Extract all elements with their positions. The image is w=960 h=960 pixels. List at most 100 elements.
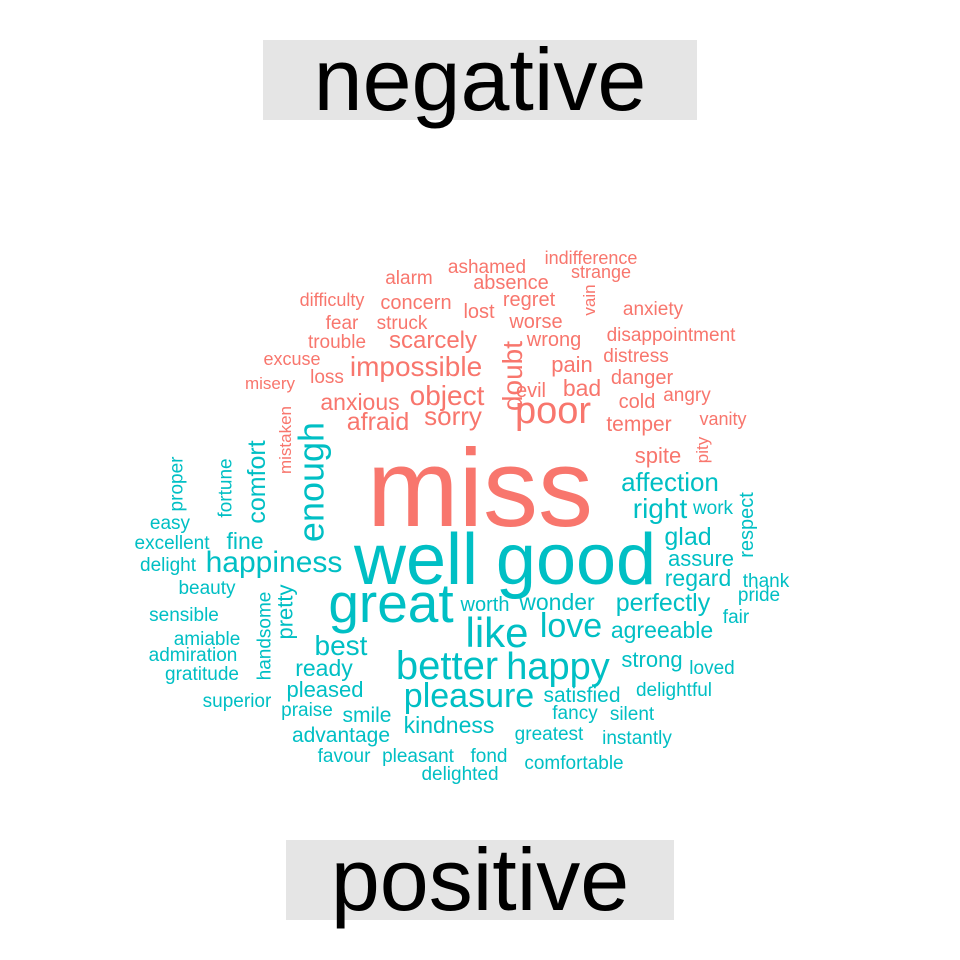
word-negative-16: danger bbox=[611, 367, 674, 389]
word-negative-22: distress bbox=[603, 346, 668, 367]
word-positive-50: happiness bbox=[206, 546, 343, 579]
word-positive-55: comfort bbox=[243, 440, 271, 523]
word-negative-35: strange bbox=[571, 262, 631, 282]
word-negative-7: scarcely bbox=[389, 327, 477, 354]
word-positive-60: regard bbox=[665, 565, 731, 591]
word-negative-11: spite bbox=[635, 443, 681, 468]
word-negative-4: object bbox=[410, 380, 485, 411]
word-positive-90: easy bbox=[150, 513, 191, 534]
word-negative-15: cold bbox=[619, 391, 656, 413]
word-negative-21: absence bbox=[473, 272, 549, 294]
word-negative-23: disappointment bbox=[607, 325, 737, 346]
word-negative-2: impossible bbox=[350, 351, 482, 382]
negative-label-text: negative bbox=[313, 30, 647, 129]
word-negative-8: anxious bbox=[320, 389, 399, 415]
word-positive-73: fancy bbox=[552, 703, 598, 724]
word-positive-65: assure bbox=[668, 546, 734, 571]
word-negative-25: angry bbox=[663, 385, 711, 406]
word-positive-58: agreeable bbox=[611, 617, 713, 643]
word-positive-70: worth bbox=[460, 594, 510, 616]
word-positive-51: right bbox=[633, 493, 688, 524]
positive-label: positive bbox=[286, 836, 674, 924]
word-negative-20: concern bbox=[380, 292, 451, 314]
word-negative-34: vanity bbox=[699, 409, 746, 429]
word-positive-83: thank bbox=[743, 571, 790, 592]
word-negative-31: alarm bbox=[385, 268, 433, 289]
negative-label: negative bbox=[263, 36, 697, 124]
word-negative-17: worse bbox=[508, 311, 562, 333]
word-positive-44: like bbox=[465, 609, 528, 656]
word-positive-99: proper bbox=[167, 456, 188, 512]
word-positive-87: fortune bbox=[216, 458, 237, 517]
word-positive-92: sensible bbox=[149, 605, 219, 626]
word-positive-72: delightful bbox=[636, 680, 712, 701]
word-positive-49: pleasure bbox=[404, 677, 534, 715]
word-positive-56: glad bbox=[664, 523, 711, 551]
word-positive-94: admiration bbox=[149, 645, 238, 666]
word-positive-82: work bbox=[692, 498, 734, 519]
word-positive-67: satisfied bbox=[543, 684, 620, 707]
word-positive-88: beauty bbox=[178, 578, 236, 599]
word-positive-46: happy bbox=[506, 646, 610, 688]
word-positive-96: superior bbox=[203, 691, 272, 712]
word-positive-79: loved bbox=[689, 658, 734, 679]
word-negative-9: bad bbox=[563, 375, 601, 401]
word-negative-5: sorry bbox=[424, 401, 482, 431]
word-negative-27: fear bbox=[326, 313, 359, 334]
word-positive-45: better bbox=[396, 644, 498, 688]
word-negative-28: trouble bbox=[308, 332, 366, 353]
word-positive-81: silent bbox=[610, 704, 655, 725]
word-negative-3: doubt bbox=[497, 341, 528, 411]
word-positive-48: love bbox=[540, 607, 602, 645]
word-positive-71: respect bbox=[736, 492, 758, 558]
word-positive-53: affection bbox=[621, 467, 719, 497]
word-positive-78: delighted bbox=[421, 764, 498, 785]
word-positive-66: pretty bbox=[273, 584, 298, 639]
word-negative-14: wrong bbox=[526, 329, 581, 351]
word-negative-29: loss bbox=[310, 367, 344, 388]
word-positive-93: amiable bbox=[174, 629, 241, 650]
word-negative-10: pain bbox=[551, 352, 593, 377]
word-negative-19: lost bbox=[463, 301, 495, 323]
word-positive-74: greatest bbox=[515, 724, 584, 745]
word-positive-84: pride bbox=[738, 585, 780, 606]
word-positive-57: wonder bbox=[518, 589, 595, 615]
word-negative-40: pity bbox=[693, 436, 712, 463]
word-negative-1: poor bbox=[515, 390, 591, 432]
word-positive-63: strong bbox=[621, 647, 682, 672]
word-positive-91: delight bbox=[140, 555, 197, 576]
word-positive-89: excellent bbox=[135, 533, 211, 554]
word-negative-37: misery bbox=[245, 374, 296, 393]
word-positive-95: gratitude bbox=[165, 664, 239, 685]
word-negative-18: regret bbox=[503, 289, 556, 311]
word-positive-75: pleasant bbox=[382, 746, 455, 767]
word-negative-13: evil bbox=[516, 380, 546, 402]
word-positive-69: advantage bbox=[292, 724, 390, 747]
word-negative-39: vain bbox=[580, 284, 599, 315]
word-negative-33: excuse bbox=[263, 349, 320, 369]
word-positive-98: favour bbox=[318, 746, 371, 767]
word-negative-12: temper bbox=[606, 413, 671, 436]
word-positive-47: enough bbox=[291, 422, 332, 542]
word-negative-6: afraid bbox=[347, 408, 410, 436]
word-positive-41: well bbox=[353, 520, 478, 600]
word-positive-80: instantly bbox=[602, 728, 672, 749]
word-positive-59: kindness bbox=[404, 712, 495, 738]
word-positive-42: good bbox=[496, 520, 656, 600]
positive-label-text: positive bbox=[330, 830, 630, 929]
word-positive-97: praise bbox=[281, 700, 333, 721]
word-positive-86: handsome bbox=[255, 592, 276, 681]
word-negative-24: anxiety bbox=[623, 299, 684, 320]
word-negative-32: difficulty bbox=[300, 290, 365, 310]
word-positive-43: great bbox=[328, 572, 453, 634]
word-negative-26: struck bbox=[377, 313, 428, 334]
word-negative-38: mistaken bbox=[276, 406, 295, 474]
word-positive-77: comfortable bbox=[524, 753, 623, 774]
word-negative-30: ashamed bbox=[448, 257, 526, 278]
word-positive-61: ready bbox=[295, 655, 353, 681]
word-positive-54: perfectly bbox=[616, 589, 711, 617]
word-negative-36: indifference bbox=[545, 248, 638, 268]
word-positive-85: fair bbox=[723, 607, 750, 628]
word-positive-76: fond bbox=[471, 746, 508, 767]
